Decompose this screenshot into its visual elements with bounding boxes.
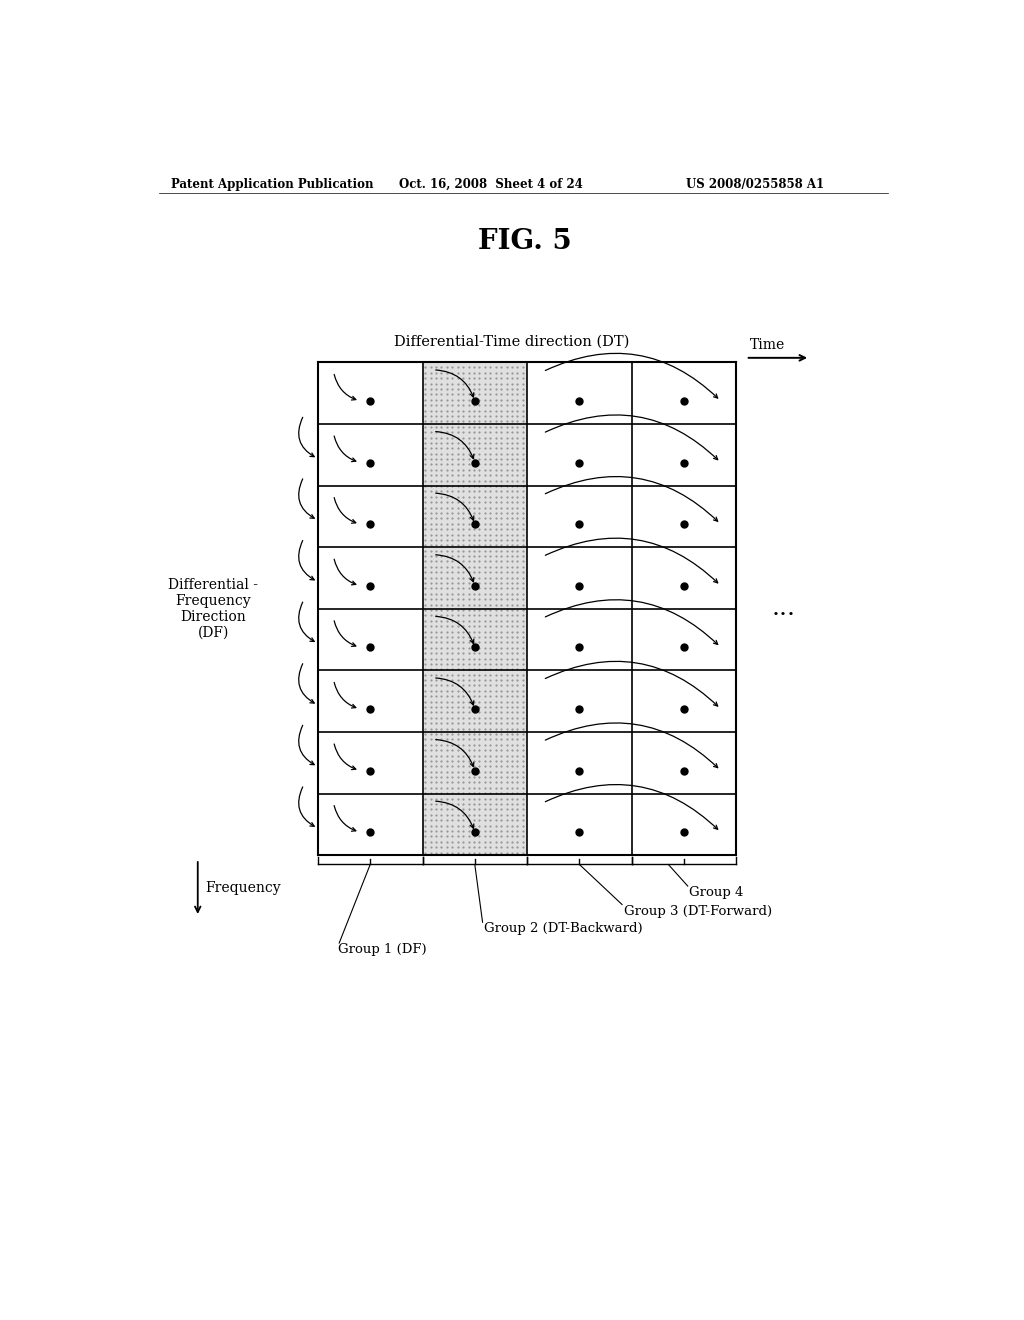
FancyArrowPatch shape [436, 494, 474, 520]
FancyArrowPatch shape [334, 805, 355, 832]
FancyArrowPatch shape [436, 370, 474, 397]
FancyArrowPatch shape [436, 678, 474, 705]
FancyArrowPatch shape [299, 417, 314, 457]
FancyArrowPatch shape [299, 540, 314, 579]
FancyArrowPatch shape [334, 744, 355, 770]
Text: ...: ... [771, 598, 796, 620]
Text: Patent Application Publication: Patent Application Publication [171, 178, 373, 190]
Text: FIG. 5: FIG. 5 [478, 227, 571, 255]
FancyArrowPatch shape [436, 801, 474, 828]
FancyArrowPatch shape [546, 661, 718, 706]
Text: Differential -
Frequency
Direction
(DF): Differential - Frequency Direction (DF) [168, 578, 258, 640]
FancyArrowPatch shape [334, 498, 355, 523]
FancyArrowPatch shape [334, 436, 355, 462]
FancyArrowPatch shape [334, 620, 355, 647]
FancyArrowPatch shape [546, 599, 718, 644]
FancyArrowPatch shape [546, 539, 718, 583]
FancyArrowPatch shape [299, 787, 314, 826]
Text: Frequency: Frequency [206, 880, 282, 895]
FancyArrowPatch shape [436, 739, 474, 767]
FancyArrowPatch shape [546, 414, 718, 459]
FancyArrowPatch shape [546, 354, 718, 399]
FancyArrowPatch shape [299, 664, 314, 704]
Text: Group 2 (DT-Backward): Group 2 (DT-Backward) [484, 923, 643, 936]
Bar [423, 363, 527, 855]
Text: Group 3 (DT-Forward): Group 3 (DT-Forward) [624, 904, 772, 917]
FancyArrowPatch shape [436, 616, 474, 643]
FancyArrowPatch shape [334, 375, 355, 400]
FancyArrowPatch shape [436, 432, 474, 458]
FancyArrowPatch shape [546, 477, 718, 521]
FancyArrowPatch shape [334, 560, 355, 585]
FancyArrowPatch shape [299, 602, 314, 642]
Text: Differential-Time direction (DT): Differential-Time direction (DT) [394, 334, 630, 348]
FancyArrowPatch shape [299, 725, 314, 764]
Text: Group 1 (DF): Group 1 (DF) [338, 942, 426, 956]
FancyArrowPatch shape [436, 554, 474, 582]
FancyArrowPatch shape [546, 784, 718, 829]
Text: Oct. 16, 2008  Sheet 4 of 24: Oct. 16, 2008 Sheet 4 of 24 [399, 178, 583, 190]
FancyArrowPatch shape [299, 479, 314, 519]
FancyArrowPatch shape [546, 723, 718, 768]
Text: US 2008/0255858 A1: US 2008/0255858 A1 [686, 178, 824, 190]
Text: Time: Time [750, 338, 784, 352]
FancyArrowPatch shape [334, 682, 355, 708]
Text: Group 4: Group 4 [689, 886, 743, 899]
